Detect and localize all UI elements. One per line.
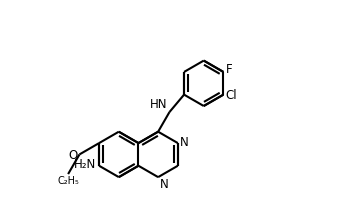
Text: N: N	[160, 178, 169, 191]
Text: N: N	[180, 136, 188, 149]
Text: HN: HN	[150, 98, 168, 111]
Text: Cl: Cl	[225, 89, 237, 102]
Text: H₂N: H₂N	[74, 158, 96, 171]
Text: C₂H₅: C₂H₅	[57, 176, 79, 186]
Text: F: F	[225, 63, 232, 77]
Text: O: O	[68, 149, 78, 162]
